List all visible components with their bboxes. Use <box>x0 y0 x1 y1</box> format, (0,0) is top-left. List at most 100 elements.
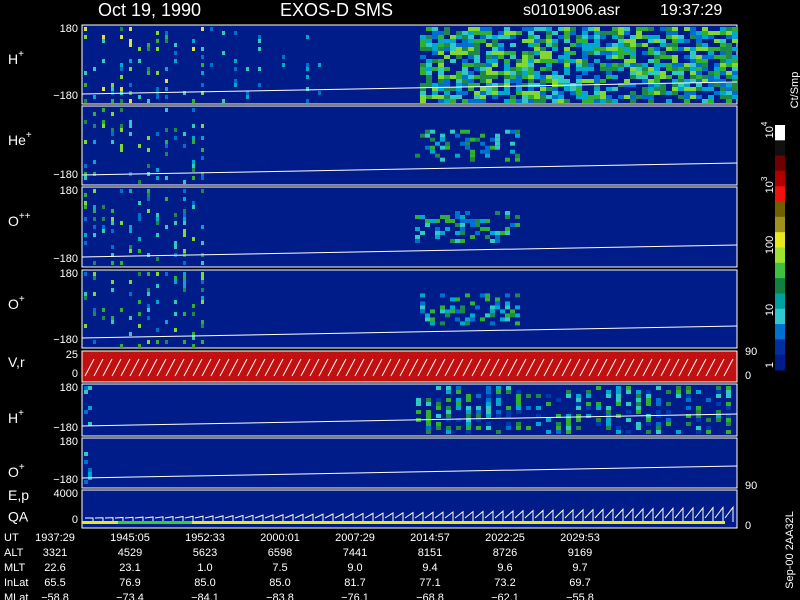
spectrogram-cell <box>415 153 420 158</box>
spectrogram-cell <box>129 225 132 229</box>
spectrogram-cell <box>486 386 491 390</box>
spectrogram-cell <box>648 47 654 51</box>
trace <box>81 465 738 479</box>
spectrogram-cell <box>546 43 552 47</box>
colorbar-swatch <box>775 125 785 141</box>
spectrogram-cell <box>444 99 450 103</box>
spectrogram-cell <box>660 91 666 95</box>
spectrogram-cell <box>552 71 558 75</box>
spectrogram-cell <box>702 43 708 47</box>
spectrogram-cell <box>516 87 522 91</box>
spectrogram-cell <box>201 63 204 67</box>
spectrogram-cell <box>714 71 720 75</box>
spectrogram-cell <box>720 39 726 43</box>
spectrogram-cell <box>600 79 606 83</box>
spectrogram-cell <box>720 63 726 67</box>
spectrogram-cell <box>684 95 690 99</box>
spectrogram-cell <box>528 83 534 87</box>
spectrogram-cell <box>720 91 726 95</box>
spectrogram-cell <box>642 91 648 95</box>
spectrogram-cell <box>636 426 641 430</box>
spectrogram-cell <box>174 280 177 284</box>
spectrogram-cell <box>672 55 678 59</box>
spectrogram-cell <box>528 35 534 39</box>
spectrogram-cell <box>576 67 582 71</box>
spectrogram-cell <box>462 63 468 67</box>
spectrogram-cell <box>174 128 177 132</box>
spectrogram-cell <box>516 63 522 67</box>
spectrogram-cell <box>102 316 105 320</box>
ephemeris-value: 2014:57 <box>410 532 450 544</box>
spectrogram-cell <box>726 95 732 99</box>
spectrogram-cell <box>446 418 451 422</box>
spectrogram-cell <box>526 394 531 398</box>
spectrogram-cell <box>440 215 445 219</box>
spectrogram-cell <box>468 47 474 51</box>
y2-tick-label: 0 <box>745 370 751 382</box>
spectrogram-cell <box>626 430 631 434</box>
spectrogram-cell <box>102 217 105 221</box>
spectrogram-cell <box>582 31 588 35</box>
spectrogram-cell <box>496 386 501 390</box>
spectrogram-cell <box>111 87 114 91</box>
spectrogram-cell <box>546 418 551 422</box>
spectrogram-cell <box>445 141 450 146</box>
spectrogram-cell <box>446 426 451 430</box>
spectrogram-cell <box>129 292 132 296</box>
spectrogram-cell <box>455 239 460 243</box>
spectrogram-cell <box>510 67 516 71</box>
spectrogram-cell <box>594 35 600 39</box>
spectrogram-cell <box>156 31 159 35</box>
spectrogram-cell <box>564 67 570 71</box>
spectrogram-cell <box>84 99 87 103</box>
trace <box>81 81 738 95</box>
spectrogram-cell <box>462 83 468 87</box>
spectrogram-cell <box>480 63 486 67</box>
spectrogram-cell <box>93 95 96 99</box>
spectrogram-cell <box>594 75 600 79</box>
spectrogram-cell <box>714 79 720 83</box>
spectrogram-cell <box>576 39 582 43</box>
panel <box>81 269 738 349</box>
spectrogram-cell <box>536 406 541 410</box>
spectrogram-cell <box>732 27 738 31</box>
spectrogram-cell <box>702 99 708 103</box>
spectrogram-cell <box>93 209 96 213</box>
spectrogram-cell <box>111 253 114 257</box>
y-tick-label: 180 <box>60 436 78 448</box>
spectrogram-cell <box>468 75 474 79</box>
spectrogram-cell <box>430 149 435 154</box>
spectrogram-cell <box>540 99 546 103</box>
spectrogram-cell <box>516 410 521 414</box>
spectrogram-cell <box>476 418 481 422</box>
spectrogram-cell <box>642 67 648 71</box>
spectrogram-cell <box>720 51 726 55</box>
spectrogram-cell <box>690 75 696 79</box>
spectrogram-cell <box>111 245 114 249</box>
spectrogram-cell <box>474 39 480 43</box>
spectrogram-cell <box>111 280 114 284</box>
spectrogram-cell <box>506 386 511 390</box>
spectrogram-cell <box>706 430 711 434</box>
ephemeris-value: 9.6 <box>497 562 512 574</box>
spectrogram-cell <box>690 79 696 83</box>
colorbar-tick-label: 10 <box>764 304 776 316</box>
spectrogram-cell <box>474 67 480 71</box>
spectrogram-cell <box>716 414 721 418</box>
spectrogram-cell <box>506 426 511 430</box>
spectrogram-cell <box>480 317 485 322</box>
spectrogram-cell <box>440 145 445 150</box>
spectrogram-cell <box>486 402 491 406</box>
spectrogram-cell <box>690 59 696 63</box>
spectrogram-cell <box>138 144 141 148</box>
spectrogram-cell <box>84 71 87 75</box>
spectrogram-cell <box>468 51 474 55</box>
spectrogram-cell <box>444 43 450 47</box>
spectrogram-cell <box>201 300 204 304</box>
spectrogram-cell <box>165 197 168 201</box>
spectrogram-cell <box>462 67 468 71</box>
spectrogram-cell <box>440 231 445 235</box>
spectrogram-cell <box>516 422 521 426</box>
spectrogram-cell <box>432 35 438 39</box>
spectrogram-cell <box>432 91 438 95</box>
